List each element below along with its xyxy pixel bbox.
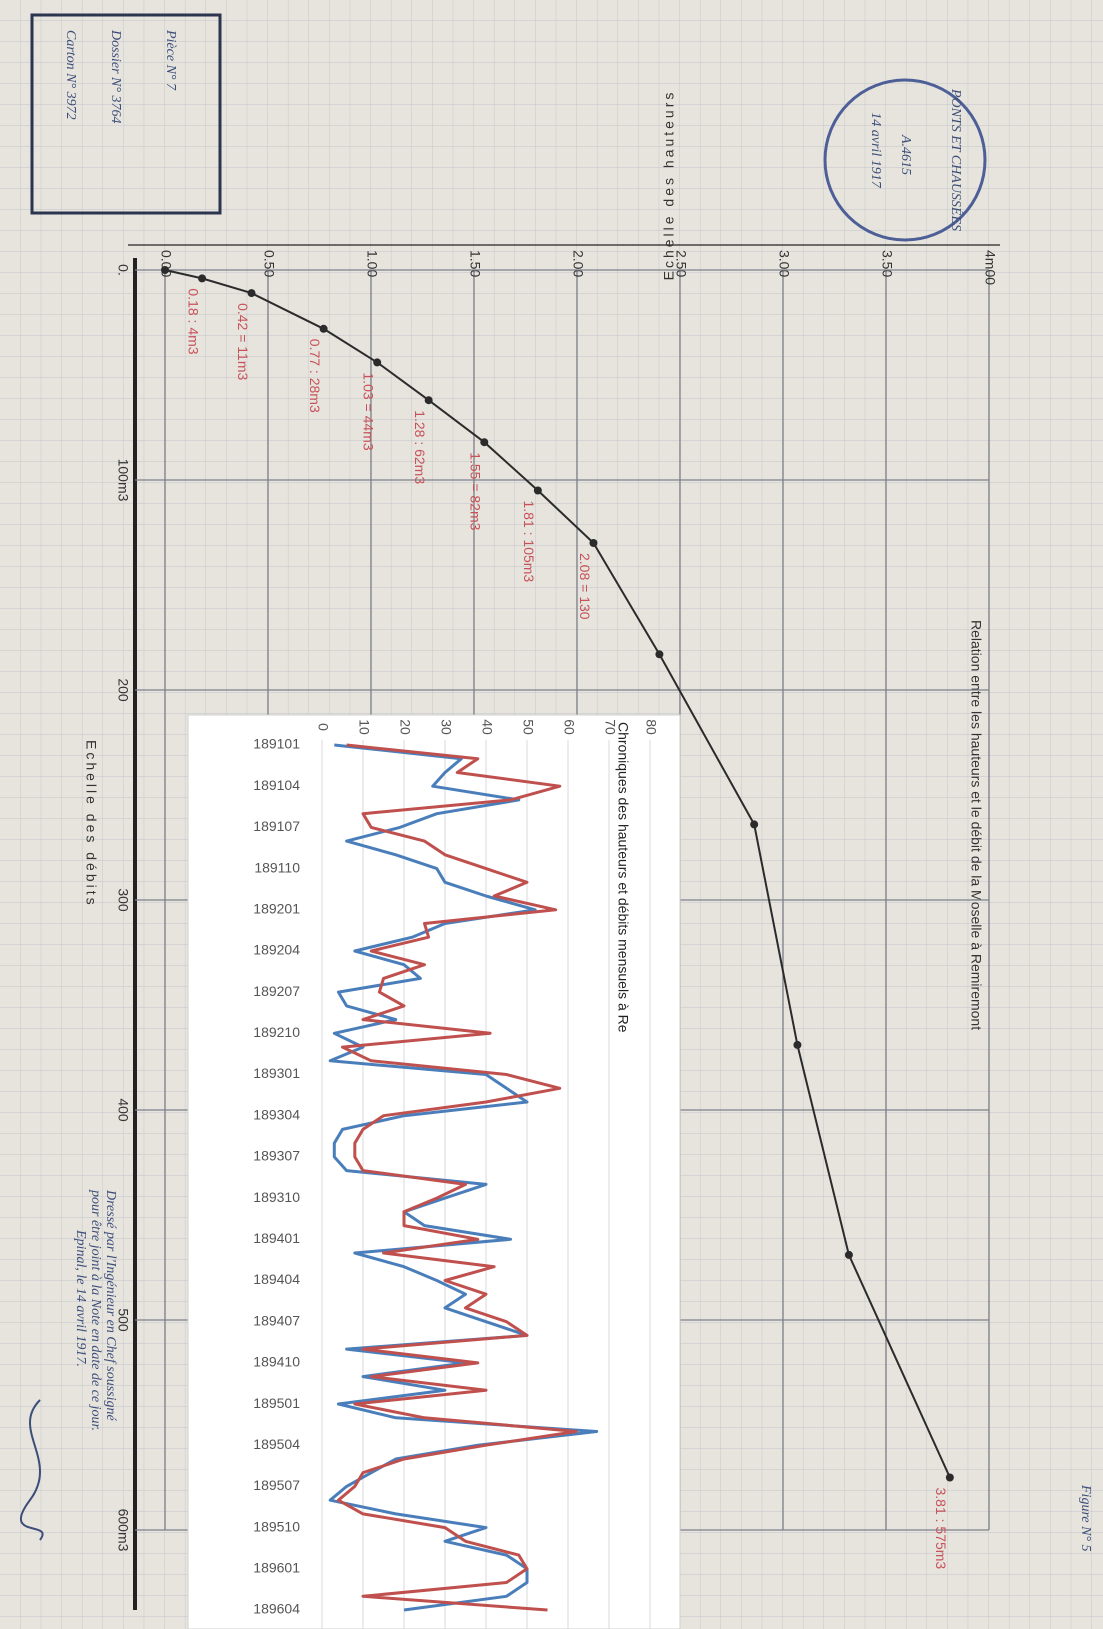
value-label: 0.42 = 11m3 [235,303,251,380]
y-tick-label: 10 [356,719,372,735]
x-tick-label: 189504 [253,1436,300,1452]
x-tick-label: 189107 [253,818,300,834]
data-point [198,274,207,283]
y-tick-label: 30 [438,719,454,735]
seal-text: A.4615 [898,134,913,175]
data-point [480,438,489,447]
y-axis-title: Echelle des hauteurs [661,90,677,281]
y-tick-label: 60 [561,719,577,735]
data-point [844,1250,853,1259]
x-tick-label: 189407 [253,1312,300,1328]
y-tick-label: 0 [315,723,331,731]
x-tick-label: 500 [115,1308,131,1332]
x-tick-label: 189307 [253,1148,300,1164]
signature-scrawl [20,1399,44,1541]
x-tick-label: 189501 [253,1395,300,1411]
data-point [945,1473,954,1482]
y-tick-label: 70 [602,719,618,735]
x-tick-label: 189604 [253,1601,300,1617]
stamp-box [30,13,222,215]
y-tick-label: 3.50 [879,250,895,277]
data-point [589,539,598,547]
x-tick-label: 189104 [253,777,300,793]
y-tick-label: 1.00 [364,250,380,277]
figure-number: Figure N° 5 [1078,1484,1093,1552]
y-tick-label: 80 [643,719,659,735]
rating-curve: 0.00 0.50 1.00 1.50 2.00 2.50 3.00 3.50 4m000.10… [115,250,998,1569]
x-tick-label: 189101 [253,736,300,752]
x-tick-label: 189401 [253,1230,300,1246]
value-label: 3.81 : 575m3 [933,1488,949,1570]
signature-line: pour être joint à la Note en date de ce … [88,1189,103,1431]
data-point [533,486,542,495]
monthly-chart: 0 10 20 30 40 50 60 70 80 189101 189104 189107 18911… [253,719,659,1629]
x-tick-label: 400 [115,1098,131,1122]
x-tick-label: 189601 [253,1560,300,1576]
signature-line: Dressé par l'Ingénieur en Chef soussigné [103,1189,118,1422]
x-tick-label: 100m3 [115,459,131,502]
signature-line: Epinal, le 14 avril 1917. [73,1229,88,1367]
data-point [655,650,664,659]
y-tick-label: 2.00 [570,250,586,277]
seal-text: PONTS ET CHAUSSÉES [948,88,965,231]
stamp-line: Pièce N° 7 [163,29,178,91]
value-label: 1.81 : 105m3 [521,501,537,583]
value-label: 0.18 : 4m3 [185,288,201,354]
data-point [319,324,328,333]
signature-block: Dressé par l'Ingénieur en Chef soussigné… [20,1189,118,1541]
seal: PONTS ET CHAUSSÉES A.4615 14 avril 1917 [823,78,987,242]
x-tick-label: 189304 [253,1106,300,1122]
stamp-line: Dossier N° 3764 [108,29,123,124]
x-tick-label: 189510 [253,1518,300,1534]
y-tick-label: 4m00 [982,250,998,285]
x-tick-label: 189404 [253,1271,300,1287]
seal-ring [823,78,987,242]
data-point [247,289,256,298]
x-tick-label: 189201 [253,900,300,916]
value-label: 1.03 = 44m3 [360,372,376,450]
x-tick-label: 189204 [253,942,300,958]
y-tick-label: 3.00 [776,250,792,277]
y-tick-label: 2.50 [673,250,689,277]
x-tick-label: 300 [115,888,131,912]
x-axis-title: Echelle des débits [83,740,99,908]
x-tick-label: 189110 [254,859,300,875]
data-point [793,1040,802,1049]
x-tick-label: 200 [115,678,131,702]
x-tick-label: 600m3 [115,1509,131,1552]
x-tick-label: 189310 [253,1189,300,1205]
curve [164,269,951,1478]
y-tick-label: 0.50 [261,250,277,277]
seal-text: 14 avril 1917 [868,112,883,188]
stamp: Carton N° 3972 Dossier N° 3764 Pièce N° … [30,13,222,215]
value-label: 1.55 = 82m3 [468,452,484,530]
y-tick-label: 20 [397,719,413,735]
data-point [161,266,169,274]
x-tick-label: 189410 [253,1354,300,1370]
data-point [750,820,759,829]
x-tick-label: 189301 [253,1065,300,1081]
x-tick-label: 189207 [253,983,300,999]
value-label: 0.77 : 28m3 [307,339,323,413]
x-tick-label: 0. [115,264,131,276]
chart-title: Relation entre les hauteurs et le débit … [968,620,984,1030]
data-point [373,358,382,367]
y-tick-label: 50 [520,719,536,735]
x-tick-label: 189210 [253,1024,300,1040]
series-line [336,743,578,1612]
stamp-line: Carton N° 3972 [63,30,78,120]
data-point [424,396,433,405]
value-label: 1.28 : 62m3 [412,410,428,484]
y-tick-label: 40 [479,719,495,735]
value-label: 2.08 = 130 [577,553,593,620]
inset-chart-title: Chroniques des hauteurs et débits mensue… [615,722,631,1033]
x-tick-label: 189507 [253,1477,300,1493]
y-tick-label: 1.50 [467,250,483,277]
